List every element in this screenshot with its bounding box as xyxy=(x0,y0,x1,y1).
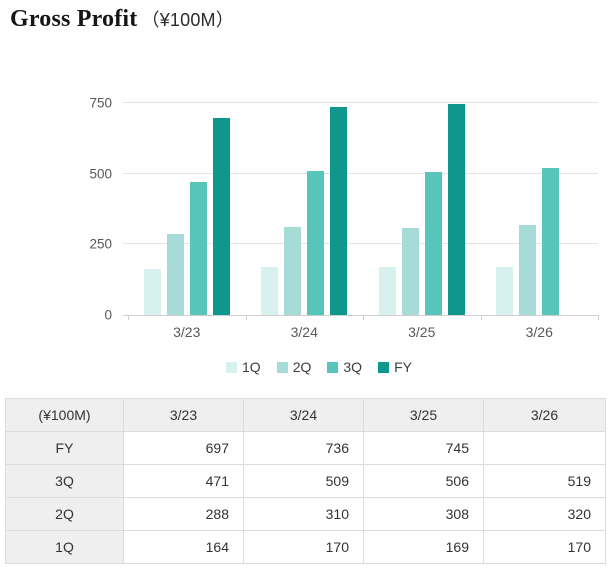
x-axis-tick xyxy=(128,315,129,320)
x-axis-tick xyxy=(598,315,599,320)
table-cell: 164 xyxy=(123,530,244,564)
table-row-FY: FY 697 736 745 xyxy=(5,431,606,465)
bar-1Q-3/26 xyxy=(496,266,514,315)
bar-3Q-3/23 xyxy=(189,181,207,315)
x-axis-label: 3/25 xyxy=(408,324,436,340)
table-row-1Q: 1Q 164 170 169 170 xyxy=(5,530,606,564)
gridline-250 xyxy=(123,243,598,245)
legend-label: 3Q xyxy=(343,359,363,375)
bar-2Q-3/24 xyxy=(284,227,302,315)
bar-2Q-3/26 xyxy=(519,224,537,315)
legend-label: FY xyxy=(394,359,412,375)
legend-swatch-FY xyxy=(378,361,390,373)
table-cell: 170 xyxy=(483,530,606,564)
bar-1Q-3/25 xyxy=(378,267,396,315)
gridline-750 xyxy=(123,102,598,103)
row-label-3Q: 3Q xyxy=(5,464,124,498)
table-header-3/24: 3/24 xyxy=(243,398,364,432)
table-cell: 745 xyxy=(363,431,484,465)
table-cell: 288 xyxy=(123,497,244,531)
x-axis-tick xyxy=(481,315,482,320)
table-cell: 519 xyxy=(483,464,606,498)
x-axis-label: 3/23 xyxy=(173,324,201,340)
table-cell: 697 xyxy=(123,431,244,465)
table-row-3Q: 3Q 471 509 506 519 xyxy=(5,464,606,498)
row-label-2Q: 2Q xyxy=(5,497,124,531)
table-header-3/23: 3/23 xyxy=(123,398,244,432)
plot-area xyxy=(123,102,599,320)
legend-swatch-1Q xyxy=(226,361,238,373)
title-main: Gross Profit xyxy=(10,6,138,32)
table-header: (¥100M) 3/23 3/24 3/25 3/26 xyxy=(5,398,606,432)
table-cell: 471 xyxy=(123,464,244,498)
gridline-500 xyxy=(123,172,598,174)
bar-FY-3/25 xyxy=(447,104,465,315)
row-label-1Q: 1Q xyxy=(5,530,124,564)
legend-item-1Q: 1Q xyxy=(226,359,261,375)
table-cell: 308 xyxy=(363,497,484,531)
legend-item-2Q: 2Q xyxy=(276,359,312,375)
x-axis-tick xyxy=(246,315,247,320)
x-axis-label: 3/26 xyxy=(525,324,553,340)
table-cell: 506 xyxy=(363,464,484,498)
legend-swatch-3Q xyxy=(327,361,339,373)
legend-label: 2Q xyxy=(292,359,312,375)
table-cell xyxy=(483,431,606,465)
y-tick-label: 0 xyxy=(104,307,112,323)
legend-item-3Q: 3Q xyxy=(327,359,362,375)
legend-item-FY: FY xyxy=(378,359,412,375)
bar-1Q-3/24 xyxy=(261,266,279,315)
bar-FY-3/24 xyxy=(330,106,348,315)
bar-1Q-3/23 xyxy=(143,268,161,315)
chart-legend: 1Q 2Q 3Q FY xyxy=(40,359,598,375)
bar-FY-3/23 xyxy=(212,117,230,315)
table-header-unit: (¥100M) xyxy=(5,398,124,432)
table-cell: 169 xyxy=(363,530,484,564)
table-row-2Q: 2Q 288 310 308 320 xyxy=(5,497,606,531)
bar-2Q-3/25 xyxy=(401,227,419,315)
x-axis-labels: 3/23 3/24 3/25 3/26 xyxy=(128,324,598,342)
table-header-3/26: 3/26 xyxy=(483,398,606,432)
table-header-3/25: 3/25 xyxy=(363,398,484,432)
x-axis-line xyxy=(123,315,598,316)
title-unit: （¥100M） xyxy=(141,10,234,30)
y-tick-label: 750 xyxy=(89,95,112,111)
legend-swatch-2Q xyxy=(276,361,288,373)
row-label-FY: FY xyxy=(5,431,124,465)
x-axis-label: 3/24 xyxy=(290,324,318,340)
table-cell: 320 xyxy=(483,497,606,531)
page-title: Gross Profit （¥100M） xyxy=(10,6,234,33)
data-table: (¥100M) 3/23 3/24 3/25 3/26 FY 697 736 745 3Q 471… xyxy=(5,398,606,564)
bar-3Q-3/26 xyxy=(542,168,560,315)
legend-label: 1Q xyxy=(242,359,261,375)
bar-3Q-3/25 xyxy=(424,171,442,315)
table-cell: 736 xyxy=(243,431,364,465)
bar-2Q-3/23 xyxy=(166,233,184,315)
x-axis-tick xyxy=(363,315,364,320)
table-cell: 310 xyxy=(243,497,364,531)
table-cell: 509 xyxy=(243,464,364,498)
y-tick-label: 500 xyxy=(89,166,112,182)
table-cell: 170 xyxy=(243,530,364,564)
bar-3Q-3/24 xyxy=(307,171,325,315)
y-tick-label: 250 xyxy=(89,236,112,252)
